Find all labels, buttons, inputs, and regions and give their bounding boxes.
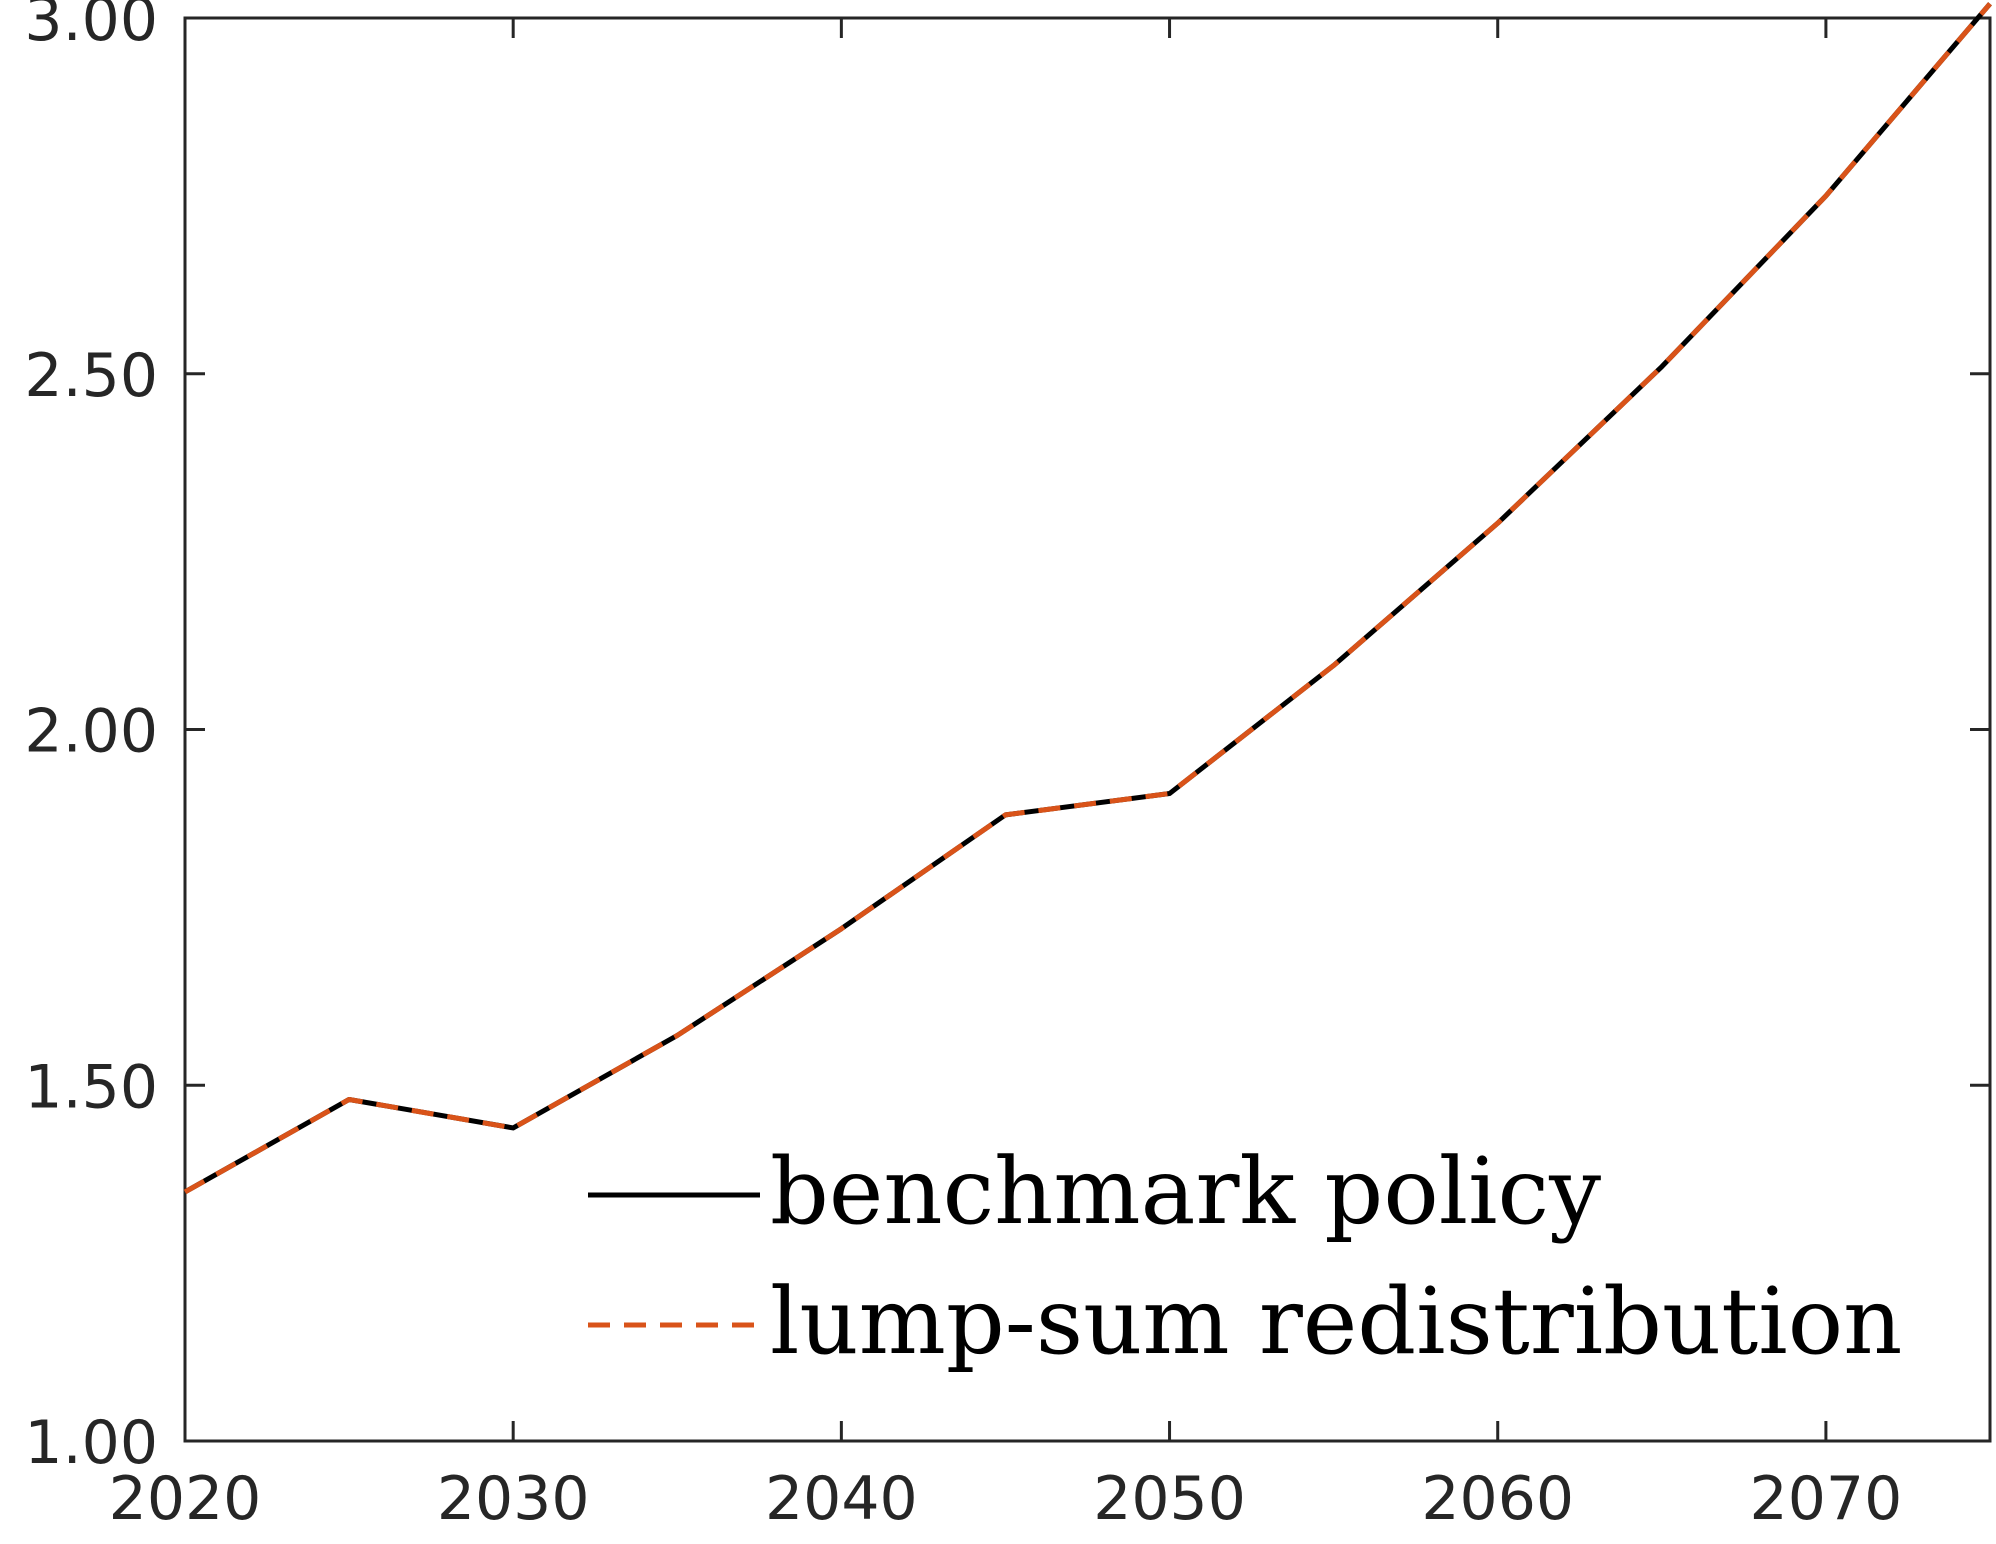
y-tick-label: 1.50 bbox=[24, 1052, 158, 1122]
legend: benchmark policy lump-sum redistribution bbox=[588, 1138, 1902, 1375]
x-tick-label: 2050 bbox=[1093, 1464, 1246, 1534]
y-tick-label: 2.00 bbox=[24, 697, 158, 767]
x-tick-label: 2020 bbox=[109, 1464, 262, 1534]
series-line-1 bbox=[183, 2, 1992, 1195]
x-tick-label: 2040 bbox=[765, 1464, 918, 1534]
x-tick-label: 2070 bbox=[1750, 1464, 1903, 1534]
x-tick-label: 2060 bbox=[1421, 1464, 1574, 1534]
legend-label-2: lump-sum redistribution bbox=[770, 1268, 1902, 1375]
y-tick-label: 2.50 bbox=[24, 341, 158, 411]
y-tick-label: 1.00 bbox=[24, 1408, 158, 1478]
x-tick-label: 2030 bbox=[437, 1464, 590, 1534]
series-line-2 bbox=[183, 2, 1992, 1195]
y-tick-label: 3.00 bbox=[24, 0, 158, 55]
series-lines bbox=[183, 2, 1992, 1195]
legend-label-1: benchmark policy bbox=[770, 1138, 1601, 1245]
axis-ticks: 2020 2030 2040 2050 2060 2070 1.00 1.50 2.00 2.50… bbox=[24, 0, 1990, 1534]
